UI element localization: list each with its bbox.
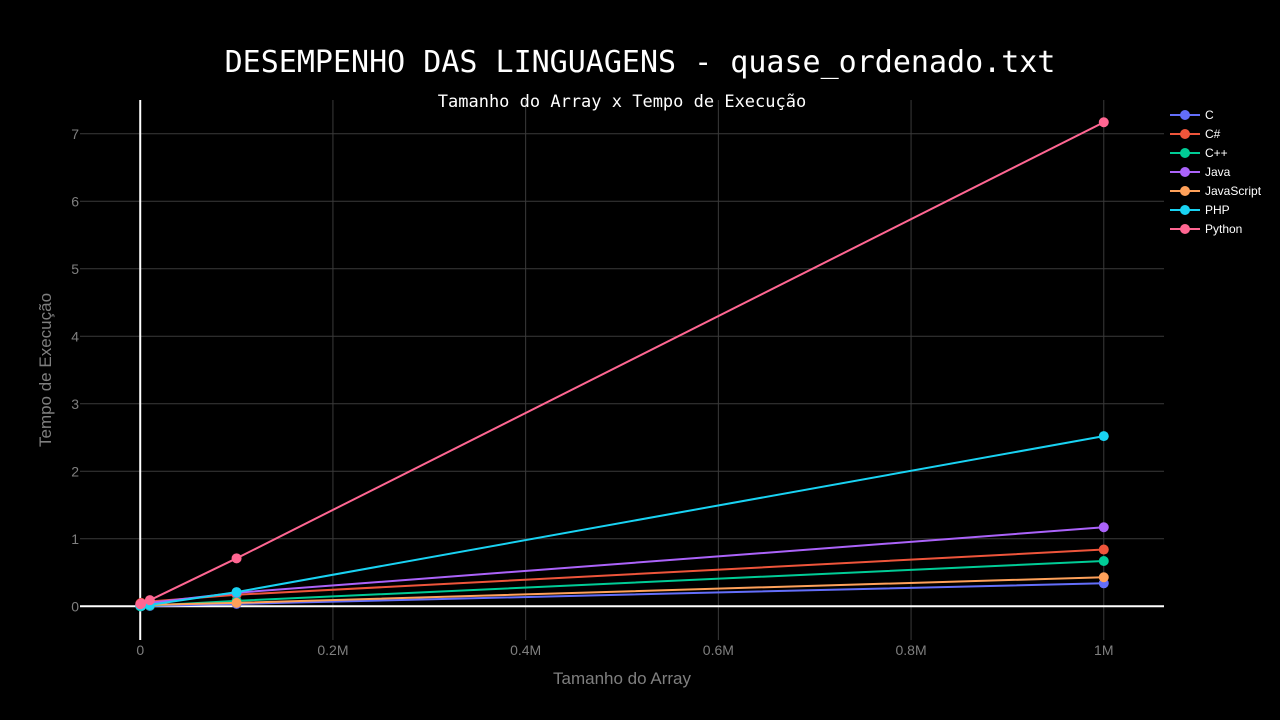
x-axis-title: Tamanho do Array xyxy=(553,669,691,688)
tick-labels: 0 0.2M 0.4M 0.6M 0.8M 1M 0 1 2 3 4 5 6 7 xyxy=(71,126,1113,658)
y-tick-label: 7 xyxy=(71,126,79,142)
data-point-python[interactable] xyxy=(1098,117,1109,128)
y-tick-label: 6 xyxy=(71,193,79,209)
legend-item-php[interactable]: PHP xyxy=(1170,203,1230,217)
x-tick-label: 0.4M xyxy=(510,642,541,658)
series-line-javascript[interactable] xyxy=(140,576,1104,606)
series-line-python[interactable] xyxy=(139,121,1105,606)
legend-swatch-marker xyxy=(1180,224,1190,234)
legend-label: Java xyxy=(1205,165,1231,179)
x-tick-label: 0.2M xyxy=(317,642,348,658)
chart-title: DESEMPENHO DAS LINGUAGENS - quase_ordena… xyxy=(225,45,1056,80)
legend[interactable]: C C# C++ Java JavaScript PHP Python xyxy=(1170,108,1262,236)
legend-swatch-marker xyxy=(1180,110,1190,120)
axes xyxy=(80,100,1164,640)
legend-item-cplusplus[interactable]: C++ xyxy=(1170,146,1228,160)
series-line-c[interactable] xyxy=(140,582,1104,608)
series-javascript[interactable] xyxy=(135,572,1109,610)
series-line-php[interactable] xyxy=(140,435,1104,607)
series-python[interactable] xyxy=(135,117,1109,610)
grid xyxy=(80,100,1164,640)
legend-label: C# xyxy=(1205,127,1221,141)
legend-label: C xyxy=(1205,108,1214,122)
data-point-javascript[interactable] xyxy=(231,597,242,608)
x-tick-label: 0 xyxy=(136,642,144,658)
data-point-php[interactable] xyxy=(1098,431,1109,442)
data-point-python[interactable] xyxy=(144,595,155,606)
x-tick-label: 1M xyxy=(1094,642,1113,658)
legend-swatch-marker xyxy=(1180,129,1190,139)
legend-item-csharp[interactable]: C# xyxy=(1170,127,1221,141)
y-tick-label: 1 xyxy=(71,531,79,547)
legend-label: Python xyxy=(1205,222,1242,236)
legend-label: JavaScript xyxy=(1205,184,1262,198)
legend-label: PHP xyxy=(1205,203,1230,217)
legend-swatch-marker xyxy=(1180,186,1190,196)
chart-subtitle: Tamanho do Array x Tempo de Execução xyxy=(438,92,806,112)
y-tick-label: 4 xyxy=(71,328,79,344)
x-tick-label: 0.6M xyxy=(703,642,734,658)
legend-label: C++ xyxy=(1205,146,1228,160)
y-tick-label: 2 xyxy=(71,463,79,479)
legend-swatch-marker xyxy=(1180,205,1190,215)
legend-swatch-marker xyxy=(1180,167,1190,177)
data-point-python[interactable] xyxy=(231,553,242,564)
legend-swatch-marker xyxy=(1180,148,1190,158)
data-point-cplusplus[interactable] xyxy=(1098,556,1109,567)
series-layer xyxy=(135,117,1109,612)
data-point-php[interactable] xyxy=(231,587,242,598)
legend-item-javascript[interactable]: JavaScript xyxy=(1170,184,1262,198)
y-tick-label: 3 xyxy=(71,396,79,412)
legend-item-python[interactable]: Python xyxy=(1170,222,1242,236)
data-point-java[interactable] xyxy=(1098,522,1109,533)
data-point-python[interactable] xyxy=(136,598,147,609)
legend-item-java[interactable]: Java xyxy=(1170,165,1231,179)
x-tick-label: 0.8M xyxy=(896,642,927,658)
y-axis-title: Tempo de Execução xyxy=(36,293,55,447)
legend-item-c[interactable]: C xyxy=(1170,108,1214,122)
data-point-javascript[interactable] xyxy=(1098,572,1109,583)
y-tick-label: 0 xyxy=(71,598,79,614)
data-point-csharp[interactable] xyxy=(1098,544,1109,555)
y-tick-label: 5 xyxy=(71,261,79,277)
